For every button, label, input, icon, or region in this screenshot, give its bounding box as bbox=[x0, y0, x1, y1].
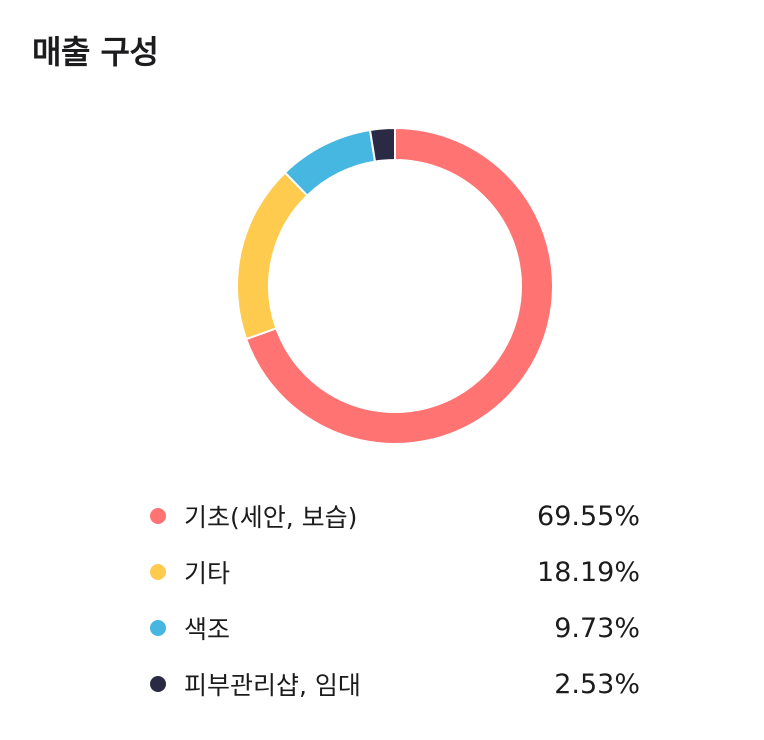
chart-title: 매출 구성 bbox=[32, 33, 159, 71]
donut-slice bbox=[368, 126, 396, 163]
legend-value: 9.73% bbox=[554, 612, 640, 644]
donut-slice bbox=[236, 171, 309, 341]
legend-label: 색조 bbox=[184, 615, 231, 644]
donut-chart bbox=[236, 126, 554, 445]
legend-label: 피부관리샵, 임대 bbox=[184, 671, 361, 700]
legend-item: 색조 9.73% bbox=[150, 600, 640, 656]
legend-dot-icon bbox=[150, 508, 166, 524]
legend-label: 기초(세안, 보습) bbox=[184, 503, 358, 532]
legend-item: 피부관리샵, 임대 2.53% bbox=[150, 656, 640, 712]
legend-value: 69.55% bbox=[537, 500, 640, 532]
legend-item: 기초(세안, 보습) 69.55% bbox=[150, 488, 640, 544]
legend-dot-icon bbox=[150, 620, 166, 636]
legend-item: 기타 18.19% bbox=[150, 544, 640, 600]
donut-slice bbox=[283, 128, 377, 197]
donut-slice bbox=[244, 126, 554, 445]
legend-dot-icon bbox=[150, 564, 166, 580]
legend-value: 18.19% bbox=[537, 556, 640, 588]
chart-legend: 기초(세안, 보습) 69.55% 기타 18.19% 색조 9.73% 피부관… bbox=[150, 488, 640, 712]
legend-dot-icon bbox=[150, 676, 166, 692]
legend-label: 기타 bbox=[184, 559, 231, 588]
legend-value: 2.53% bbox=[554, 668, 640, 700]
donut-slices bbox=[236, 126, 554, 445]
